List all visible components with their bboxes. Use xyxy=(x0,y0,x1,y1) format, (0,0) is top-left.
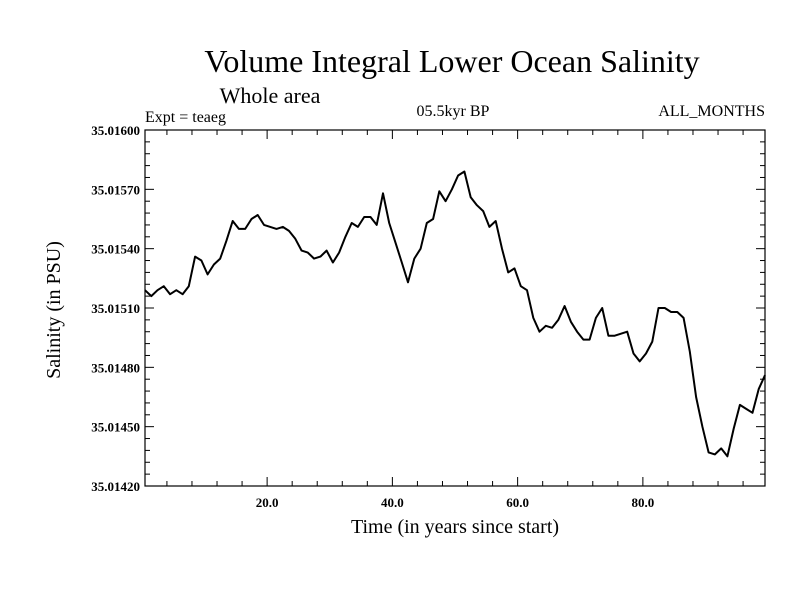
months-label: ALL_MONTHS xyxy=(658,103,765,120)
x-tick-label: 80.0 xyxy=(632,495,655,510)
experiment-label: Expt = teaeg xyxy=(145,109,226,126)
x-axis-label: Time (in years since start) xyxy=(351,516,559,538)
x-tick-label: 60.0 xyxy=(506,495,529,510)
y-tick-label: 35.01600 xyxy=(91,123,140,138)
y-tick-label: 35.01510 xyxy=(91,301,140,316)
y-axis-label: Salinity (in PSU) xyxy=(43,241,65,379)
period-label: 05.5kyr BP xyxy=(417,103,490,120)
y-tick-label: 35.01540 xyxy=(91,242,140,257)
series-group xyxy=(144,170,766,458)
chart-subtitle: Whole area xyxy=(220,83,321,108)
y-tick-label: 35.01570 xyxy=(91,182,140,197)
y-tick-label: 35.01450 xyxy=(91,420,140,435)
x-tick-label: 20.0 xyxy=(256,495,279,510)
ticks xyxy=(145,129,765,487)
chart-title: Volume Integral Lower Ocean Salinity xyxy=(204,43,699,79)
y-tick-label: 35.01480 xyxy=(91,360,140,375)
salinity-series-line xyxy=(144,170,766,458)
y-tick-label: 35.01420 xyxy=(91,479,140,494)
x-tick-label: 40.0 xyxy=(381,495,404,510)
tick-labels: 35.01420 35.01450 35.01480 35.01510 35.01540… xyxy=(91,123,654,510)
